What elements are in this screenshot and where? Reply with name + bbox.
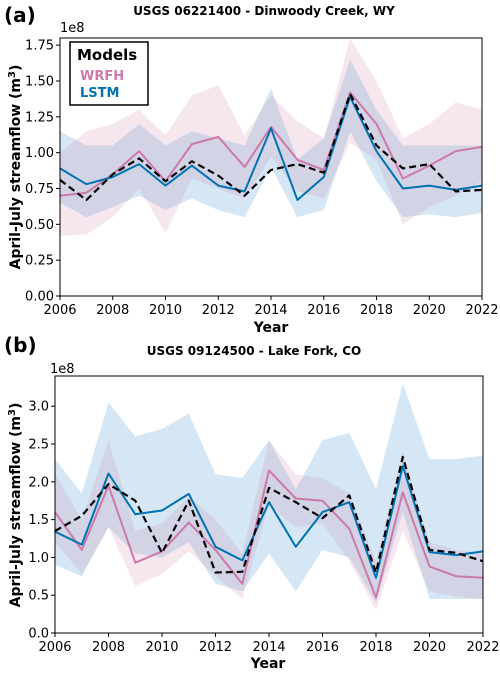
panel-b-ytick-label: 1.0	[28, 551, 49, 566]
panel-b-title: USGS 09124500 - Lake Fork, CO	[147, 344, 362, 358]
panel-b-ylabel-text: April-July streamflow (m	[8, 416, 24, 607]
legend-title: Models	[77, 46, 137, 64]
panel-b-ytick-label: 2.0	[28, 475, 49, 490]
panel-a-xtick-label: 2020	[413, 303, 446, 318]
panel-b-xtick-label: 2018	[359, 640, 392, 655]
panel-a-observed-line	[59, 92, 483, 202]
panel-a-xlabel: Year	[253, 320, 289, 336]
panel-b-xtick-label: 2008	[92, 640, 125, 655]
panel-b-xtick-label: 2006	[38, 640, 71, 655]
panel-b-lstm-line	[54, 464, 484, 579]
legend-box	[69, 41, 149, 106]
panel-a-xtick-label: 2014	[254, 303, 287, 318]
panel-b-ylabel-sup: 3	[7, 409, 18, 416]
panel-b-xtick-label: 2010	[145, 640, 178, 655]
panel-a-ylabel-close: )	[8, 65, 24, 71]
panel-b-xtick-label: 2020	[413, 640, 446, 655]
panel-a-ytick-label: 1.25	[25, 110, 54, 125]
panel-b-xtick-label: 2012	[199, 640, 232, 655]
panel-a-title: USGS 06221400 - Dinwoody Creek, WY	[133, 4, 395, 18]
panel-a-xtick-label: 2006	[43, 303, 76, 318]
panel-a-lstm-line	[59, 95, 483, 201]
panel-b-ytick-label: 2.5	[28, 438, 49, 453]
panel-a-yticks: 0.00 0.25 0.50 0.75 1.00 1.25 1.50 1.75	[25, 39, 60, 305]
panel-b-bands	[55, 383, 483, 611]
panel-b-xtick-label: 2022	[466, 640, 499, 655]
panel-b-observed-line	[54, 455, 484, 574]
panel-a-ytick-label: 0.25	[25, 254, 54, 269]
panel-a: (a) USGS 06221400 - Dinwoody Creek, WY 1…	[4, 3, 499, 336]
panel-a-label: (a)	[4, 3, 36, 27]
panel-a-xtick-label: 2022	[465, 303, 498, 318]
panel-b-multiplier: 1e8	[50, 362, 75, 377]
panel-b-lines	[54, 455, 484, 599]
panel-a-ylabel-text: April-July streamflow (m	[8, 78, 24, 269]
panel-a-xticks: 2006 2008 2010 2012 2014 2016 2018 2020 2022	[43, 296, 499, 318]
panel-a-ylabel-sup: 3	[7, 71, 18, 78]
panel-a-xtick-label: 2016	[307, 303, 340, 318]
panel-a-ylabel: April-July streamflow (m3)	[7, 65, 24, 270]
panel-b-wrfh-line	[54, 469, 484, 599]
panel-b-yticks: 0.0 0.5 1.0 1.5 2.0 2.5 3.0	[28, 400, 55, 642]
panel-b-xtick-label: 2014	[252, 640, 285, 655]
legend-entry-wrfh: WRFH	[80, 69, 124, 84]
panel-a-ytick-label: 0.75	[25, 182, 54, 197]
panel-b-ytick-label: 1.5	[28, 513, 49, 528]
panel-b: (b) USGS 09124500 - Lake Fork, CO 1e8 0.…	[4, 333, 500, 672]
legend-entry-lstm: LSTM	[80, 86, 119, 101]
panel-a-xtick-label: 2018	[360, 303, 393, 318]
panel-b-ytick-label: 0.0	[28, 627, 49, 642]
panel-a-lines	[59, 91, 483, 202]
panel-b-lstm-band	[55, 383, 483, 603]
panel-b-ytick-label: 0.5	[28, 589, 49, 604]
panel-b-xticks: 2006 2008 2010 2012 2014 2016 2018 2020 2022	[38, 633, 500, 655]
panel-a-lstm-band	[60, 59, 482, 218]
panel-b-ytick-label: 3.0	[28, 400, 49, 415]
panel-a-xtick-label: 2008	[96, 303, 129, 318]
panel-a-ytick-label: 0.50	[25, 218, 54, 233]
panel-a-multiplier: 1e8	[60, 21, 85, 36]
panel-a-ytick-label: 1.75	[25, 39, 54, 54]
panel-a-ytick-label: 1.50	[25, 75, 54, 90]
panel-a-ytick-label: 1.00	[25, 146, 54, 161]
panel-b-label: (b)	[4, 333, 37, 357]
panel-b-ylabel-close: )	[8, 403, 24, 409]
panel-a-ytick-label: 0.00	[25, 290, 54, 305]
panel-b-ylabel: April-July streamflow (m3)	[7, 403, 24, 608]
panel-b-xtick-label: 2016	[306, 640, 339, 655]
panel-a-xtick-label: 2012	[202, 303, 235, 318]
legend: Models WRFH LSTM	[69, 41, 149, 106]
panel-b-xlabel: Year	[250, 656, 286, 672]
panel-a-xtick-label: 2010	[149, 303, 182, 318]
panel-a-wrfh-line	[59, 91, 483, 197]
